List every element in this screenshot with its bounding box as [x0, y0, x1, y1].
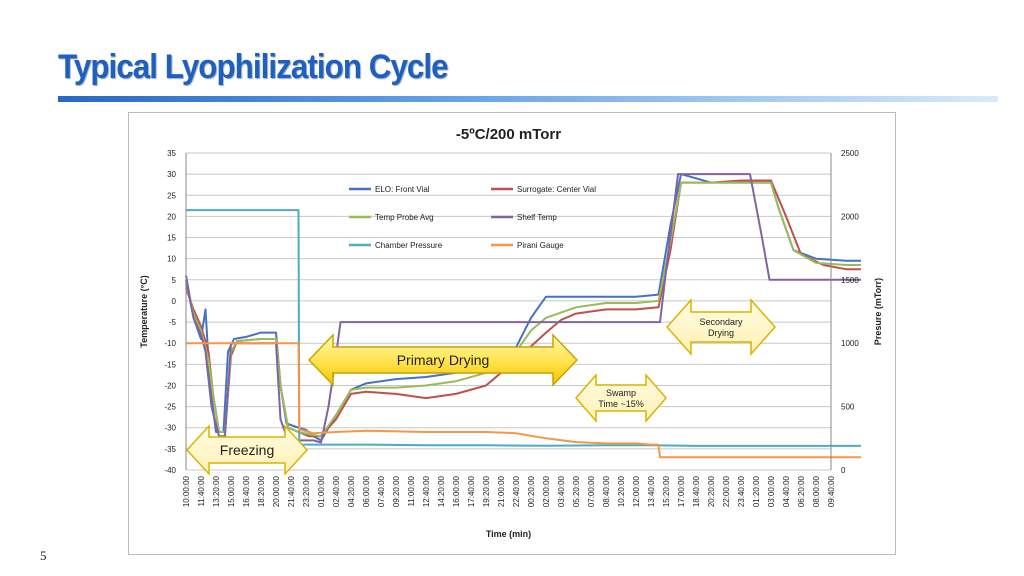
x-tick-label: 15:20:00	[662, 475, 671, 507]
x-tick-label: 06:20:00	[797, 475, 806, 507]
x-tick-label: 10:20:00	[617, 475, 626, 507]
legend-label: Chamber Pressure	[375, 241, 443, 250]
lyophilization-chart: 35 30 25 20 15 10 5 0 -5 -10 -15 -20 -25 -30 -35 -40 250…	[139, 126, 883, 539]
swamp-time-callout-label: Swamp Time ~15%	[598, 388, 643, 409]
x-tick-label: 16:40:00	[242, 475, 251, 507]
y2-axis-label: Presure (mTorr)	[873, 278, 883, 345]
y-tick-label: 30	[167, 170, 176, 179]
y-tick-label: 35	[167, 149, 176, 158]
legend-label: ELO: Front Vial	[375, 185, 430, 194]
x-tick-label: 01:00:00	[317, 475, 326, 507]
secondary-drying-callout-arrow	[665, 298, 777, 356]
y2-tick-label: 2500	[841, 149, 859, 158]
x-tick-label: 12:40:00	[422, 475, 431, 507]
x-tick-label: 00:20:00	[527, 475, 536, 507]
y-tick-label: 5	[172, 276, 177, 285]
x-tick-label: 13:40:00	[647, 475, 656, 507]
y-tick-label: 0	[172, 297, 177, 306]
x-tick-label: 01:20:00	[752, 475, 761, 507]
x-tick-label: 23:20:00	[302, 475, 311, 507]
y-tick-label: 15	[167, 234, 176, 243]
legend-label: Temp Probe Avg	[375, 213, 434, 222]
x-tick-label: 02:00:00	[542, 475, 551, 507]
x-tick-label: 19:20:00	[482, 475, 491, 507]
y-tick-label: -10	[164, 339, 176, 348]
x-tick-label: 06:00:00	[362, 475, 371, 507]
y2-tick-label: 0	[841, 466, 846, 475]
x-tick-label: 17:40:00	[467, 475, 476, 507]
y-tick-label: 10	[167, 255, 176, 264]
x-tick-label: 18:40:00	[692, 475, 701, 507]
series-line-shelf-temp	[185, 173, 861, 444]
y-tick-label: -40	[164, 466, 176, 475]
y-tick-label: -25	[164, 403, 176, 412]
x-tick-label: 02:40:00	[332, 475, 341, 507]
x-tick-label: 18:20:00	[257, 475, 266, 507]
x-tick-label: 11:00:00	[407, 475, 416, 506]
y-tick-label: -20	[164, 381, 176, 390]
y-tick-label: 25	[167, 191, 176, 200]
x-tick-label: 09:20:00	[392, 475, 401, 507]
x-tick-label: 11:40:00	[197, 475, 206, 506]
y-tick-label: 20	[167, 212, 176, 221]
x-tick-label: 08:40:00	[602, 475, 611, 507]
chart-frame: 35 30 25 20 15 10 5 0 -5 -10 -15 -20 -25 -30 -35 -40 250…	[128, 112, 896, 555]
primary-drying-callout-arrow	[307, 333, 579, 387]
x-tick-label: 13:20:00	[212, 475, 221, 507]
chart-title: -5ºC/200 mTorr	[456, 126, 561, 143]
x-tick-label: 08:00:00	[812, 475, 821, 507]
y-tick-label: -30	[164, 424, 176, 433]
x-tick-label: 23:40:00	[737, 475, 746, 507]
x-tick-label: 04:20:00	[347, 475, 356, 507]
swamp-time-callout-arrow	[575, 372, 667, 424]
slide-title: Typical Lyophilization Cycle	[58, 48, 449, 86]
x-tick-label: 21:00:00	[497, 475, 506, 507]
y2-tick-label: 1000	[841, 339, 859, 348]
x-tick-label: 20:00:00	[272, 475, 281, 507]
x-tick-label: 22:40:00	[512, 475, 521, 507]
x-tick-label: 17:00:00	[677, 475, 686, 507]
primary-drying-callout-label: Primary Drying	[397, 352, 490, 368]
freezing-callout-label: Freezing	[220, 442, 274, 458]
x-axis-label: Time (min)	[486, 529, 531, 539]
series-line-pirani-gauge	[186, 342, 861, 459]
y2-tick-label: 500	[841, 403, 855, 412]
x-tick-label: 05:20:00	[572, 475, 581, 507]
x-tick-label: 03:00:00	[767, 475, 776, 507]
x-tick-label: 20:20:00	[707, 475, 716, 507]
y-tick-label: -35	[164, 445, 176, 454]
x-tick-label: 07:00:00	[587, 475, 596, 507]
page-number: 5	[40, 548, 47, 563]
x-tick-label: 10:00:00	[182, 475, 191, 507]
x-tick-label: 15:00:00	[227, 475, 236, 507]
legend-label: Surrogate: Center Vial	[517, 185, 596, 194]
legend-label: Shelf Temp	[517, 213, 557, 222]
secondary-drying-callout-label: Secondary Drying	[699, 317, 743, 338]
freezing-callout-arrow	[185, 424, 309, 476]
x-tick-label: 22:00:00	[722, 475, 731, 507]
y-axis-label: Temperature (°C)	[139, 275, 149, 347]
x-tick-label: 09:40:00	[827, 475, 836, 507]
x-tick-label: 03:40:00	[557, 475, 566, 507]
x-tick-label: 12:00:00	[632, 475, 641, 507]
x-tick-label: 16:00:00	[452, 475, 461, 507]
x-tick-label: 04:40:00	[782, 475, 791, 507]
x-tick-label: 14:20:00	[437, 475, 446, 507]
x-tick-label: 07:40:00	[377, 475, 386, 507]
y2-tick-label: 1500	[841, 276, 859, 285]
y-tick-label: -5	[169, 318, 177, 327]
x-tick-label: 21:40:00	[287, 475, 296, 507]
y2-tick-label: 2000	[841, 212, 859, 221]
legend-label: Pirani Gauge	[517, 241, 564, 250]
title-underline-bar	[58, 96, 998, 102]
y-tick-label: -15	[164, 360, 176, 369]
